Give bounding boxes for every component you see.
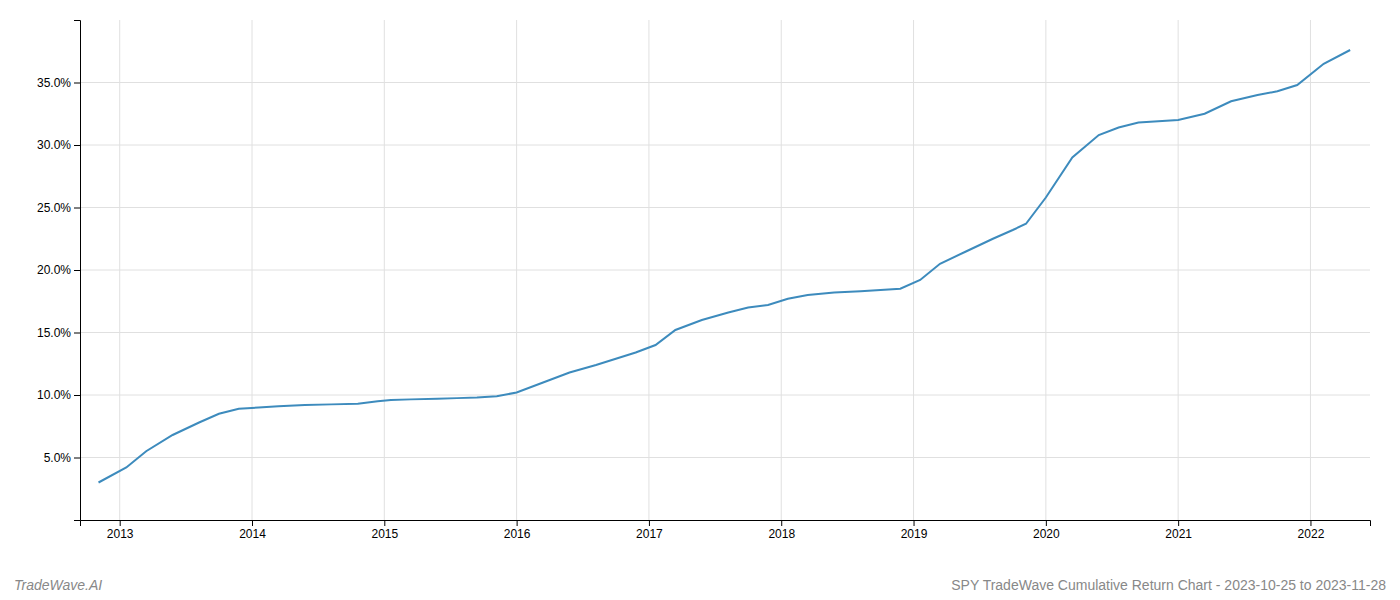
x-tick-mark <box>1178 520 1179 526</box>
grid-line <box>80 82 1370 83</box>
x-tick-mark <box>120 520 121 526</box>
x-tick-mark <box>649 520 650 526</box>
y-axis-line <box>74 21 81 521</box>
grid-line <box>80 332 1370 333</box>
y-tick-mark <box>74 458 80 459</box>
y-tick: 30.0% <box>37 138 80 152</box>
y-tick: 10.0% <box>37 388 80 402</box>
x-tick-label: 2015 <box>371 527 398 541</box>
y-tick-label: 20.0% <box>37 263 71 277</box>
chart: 2013 2014 2015 2016 2017 2018 2019 2020 2021 2022… <box>0 0 1400 600</box>
x-tick-label: 2014 <box>239 527 266 541</box>
x-tick-mark <box>384 520 385 526</box>
y-axis: 5.0% 10.0% 15.0% 20.0% 25.0% 30.0% 35.0% <box>37 21 81 521</box>
x-tick: 2016 <box>504 520 531 541</box>
x-tick: 2014 <box>239 520 266 541</box>
grid-line <box>80 395 1370 396</box>
x-axis: 2013 2014 2015 2016 2017 2018 2019 2020 2021 2022 <box>81 520 1371 541</box>
x-tick-label: 2013 <box>107 527 134 541</box>
x-tick: 2020 <box>1033 520 1060 541</box>
y-tick-mark <box>74 395 80 396</box>
grid-line <box>80 270 1370 271</box>
y-tick-label: 25.0% <box>37 201 71 215</box>
x-tick-mark <box>517 520 518 526</box>
y-tick-label: 5.0% <box>44 451 72 465</box>
x-tick: 2015 <box>371 520 398 541</box>
x-tick: 2021 <box>1165 520 1192 541</box>
x-tick-label: 2020 <box>1033 527 1060 541</box>
x-tick-mark <box>1310 520 1311 526</box>
title: SPY TradeWave Cumulative Return Chart - … <box>951 577 1386 593</box>
y-tick: 25.0% <box>37 201 80 215</box>
grid-line <box>80 457 1370 458</box>
y-tick: 15.0% <box>37 326 80 340</box>
y-tick-mark <box>74 83 80 84</box>
y-tick-mark <box>74 333 80 334</box>
grid-line <box>80 207 1370 208</box>
y-tick-label: 15.0% <box>37 326 71 340</box>
x-tick: 2018 <box>768 520 795 541</box>
x-tick: 2017 <box>636 520 663 541</box>
x-tick-mark <box>252 520 253 526</box>
annotation: TradeWave.AI <box>14 577 102 593</box>
y-tick: 20.0% <box>37 263 80 277</box>
y-tick: 35.0% <box>37 76 80 90</box>
x-tick: 2013 <box>107 520 134 541</box>
x-tick-label: 2018 <box>768 527 795 541</box>
x-axis-line <box>81 521 1371 527</box>
x-tick-label: 2019 <box>901 527 928 541</box>
y-tick-mark <box>74 208 80 209</box>
y-tick: 5.0% <box>44 451 80 465</box>
x-tick: 2022 <box>1298 520 1325 541</box>
x-tick-mark <box>1046 520 1047 526</box>
x-tick-label: 2016 <box>504 527 531 541</box>
x-tick: 2019 <box>901 520 928 541</box>
y-tick-label: 10.0% <box>37 388 71 402</box>
y-tick-label: 35.0% <box>37 76 71 90</box>
y-tick-mark <box>74 145 80 146</box>
x-tick-label: 2017 <box>636 527 663 541</box>
x-tick-label: 2021 <box>1165 527 1192 541</box>
y-tick-label: 30.0% <box>37 138 71 152</box>
grid <box>80 20 1370 520</box>
x-tick-mark <box>781 520 782 526</box>
x-tick-mark <box>914 520 915 526</box>
line <box>99 50 1351 483</box>
y-tick-mark <box>74 270 80 271</box>
x-tick-label: 2022 <box>1298 527 1325 541</box>
plot-area <box>99 50 1351 483</box>
grid-line <box>80 145 1370 146</box>
